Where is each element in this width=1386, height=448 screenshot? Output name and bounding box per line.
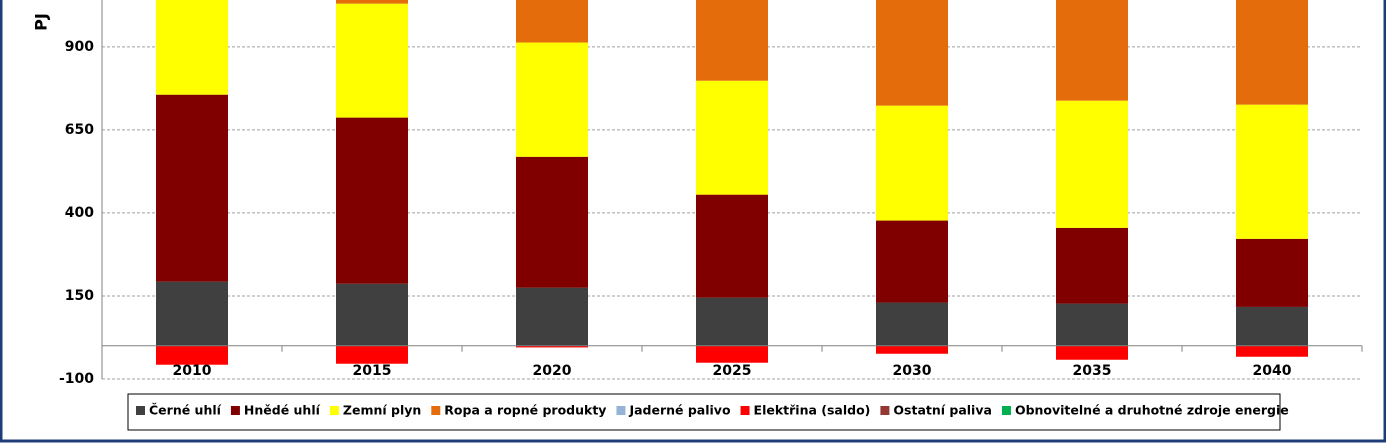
bar-segment [336, 3, 408, 118]
legend-swatch [329, 406, 339, 415]
bar-segment [1056, 100, 1128, 228]
bar-segment [336, 283, 408, 346]
legend-swatch [616, 406, 626, 415]
bar-segment [1056, 227, 1128, 304]
bar-segment [336, 0, 408, 4]
axes: -100 150 400 650 900 2010 2015 2020 2025 2030 2035… [59, 0, 1363, 387]
y-axis-label: PJ [32, 13, 51, 31]
y-tick-label: 150 [65, 288, 94, 304]
x-tick-label: 2040 [1253, 363, 1292, 379]
bar-segment [1236, 238, 1308, 307]
legend-label: Jaderné palivo [628, 403, 731, 418]
legend-swatch [230, 406, 240, 415]
legend-label: Elektřina (saldo) [754, 403, 871, 418]
bar-segment [876, 0, 948, 106]
bar-segment [336, 345, 408, 364]
x-tick-label: 2035 [1073, 363, 1112, 379]
bar-segment [1056, 303, 1128, 346]
bar-segment [1236, 0, 1308, 105]
legend-label: Ostatní paliva [893, 403, 992, 418]
bar-segment [516, 156, 588, 288]
y-tick-label: 650 [65, 122, 94, 138]
legend-box [127, 393, 1281, 431]
bar-segment [1236, 345, 1308, 357]
bar-segment [876, 220, 948, 303]
legend-swatch [431, 406, 441, 415]
bar-segment [696, 0, 768, 81]
bar-segment [1236, 104, 1308, 239]
bar-segment [696, 194, 768, 298]
bar-segment [876, 105, 948, 221]
bar-segment [516, 287, 588, 346]
bar-segment [696, 80, 768, 195]
bar-segment [516, 42, 588, 157]
legend-label: Černé uhlí [149, 403, 222, 418]
bar-segment [876, 302, 948, 346]
legend-label: Obnovitelné a druhotné zdroje energie [1015, 403, 1289, 418]
legend-swatch [880, 406, 890, 415]
bar-segment [696, 297, 768, 346]
x-tick-label: 2025 [713, 363, 752, 379]
bar-segment [156, 281, 228, 346]
bar-segment [516, 345, 588, 348]
bars [156, 0, 1308, 365]
legend-label: Zemní plyn [343, 403, 421, 418]
legend-label: Ropa a ropné produkty [444, 403, 606, 418]
bar-segment [156, 345, 228, 365]
bar-segment [1056, 0, 1128, 101]
legend-label: Hnědé uhlí [244, 403, 321, 418]
bar-segment [876, 345, 948, 354]
bar-segment [156, 94, 228, 282]
legend-swatch [136, 406, 145, 415]
x-tick-label: 2020 [533, 363, 572, 379]
legend-swatch [740, 406, 750, 415]
bar-segment [696, 345, 768, 363]
bar-segment [1236, 306, 1308, 346]
x-tick-label: 2015 [353, 363, 392, 379]
legend-swatch [1001, 406, 1011, 415]
y-tick-label: -100 [59, 371, 94, 387]
bar-segment [156, 0, 228, 95]
legend: Černé uhlí Hnědé uhlí Zemní plyn Ropa a rop… [136, 403, 1289, 418]
y-tick-label: 900 [65, 39, 94, 55]
bar-segment [516, 0, 588, 43]
x-tick-label: 2030 [893, 363, 932, 379]
x-tick-label: 2010 [173, 363, 212, 379]
y-tick-label: 400 [65, 205, 94, 221]
bar-segment [1056, 345, 1128, 360]
bar-segment [336, 117, 408, 284]
